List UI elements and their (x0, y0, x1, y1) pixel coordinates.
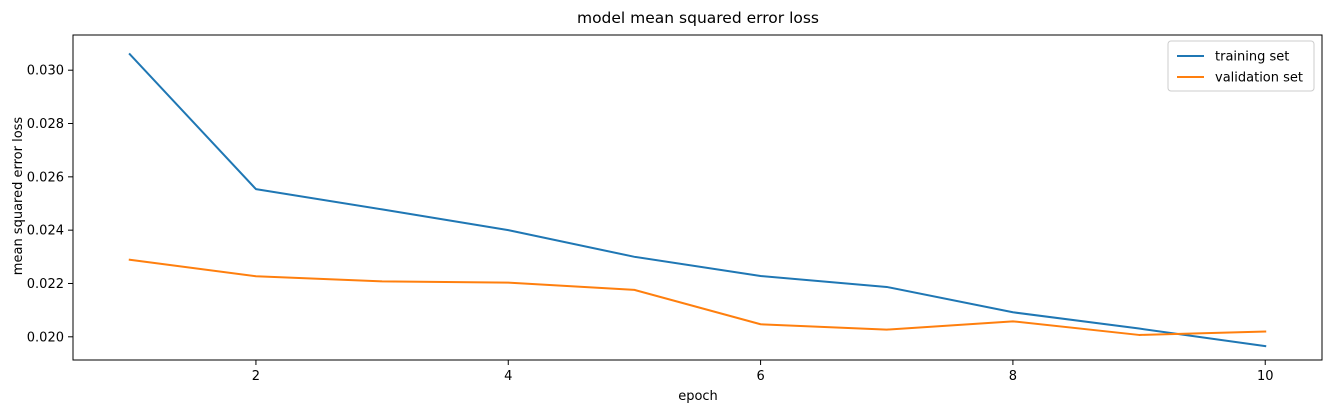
y-tick-label: 0.028 (27, 117, 64, 132)
y-tick-label: 0.020 (27, 330, 64, 345)
x-tick-label: 10 (1257, 369, 1274, 384)
y-tick-label: 0.026 (27, 170, 64, 185)
x-tick-label: 4 (504, 369, 512, 384)
chart-title: model mean squared error loss (577, 9, 819, 27)
x-tick-label: 6 (756, 369, 764, 384)
legend: training set validation set (1167, 40, 1315, 92)
x-tick-label: 2 (252, 369, 260, 384)
legend-label-validation-set: validation set (1215, 71, 1303, 86)
series-line-validation-set (128, 258, 1267, 336)
plot-frame (72, 34, 1323, 361)
legend-box (1167, 40, 1315, 92)
x-tick-label: 8 (1009, 369, 1017, 384)
y-tick-label: 0.030 (27, 64, 64, 79)
series-line-training-set (128, 52, 1267, 348)
legend-label-training-set: training set (1215, 50, 1289, 65)
x-axis-label: epoch (678, 389, 718, 404)
y-axis-label: mean squared error loss (11, 117, 26, 276)
y-tick-label: 0.024 (27, 224, 64, 239)
y-tick-label: 0.022 (27, 277, 64, 292)
